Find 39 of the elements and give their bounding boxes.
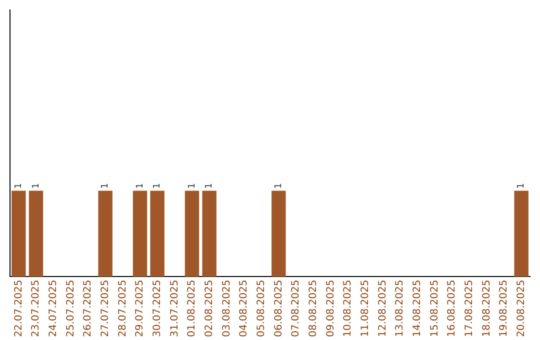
x-tick-label: 20.08.2025	[516, 280, 527, 338]
data-label: 1	[204, 182, 215, 189]
x-tick-label: 04.08.2025	[238, 280, 250, 338]
x-tick-label: 30.07.2025	[152, 280, 163, 338]
x-tick-label: 22.07.2025	[13, 280, 24, 338]
data-label: 1	[100, 182, 111, 189]
x-tick-label: 01.08.2025	[186, 280, 198, 338]
x-tick-label: 29.07.2025	[134, 280, 146, 338]
x-tick-label: 28.07.2025	[117, 280, 128, 338]
x-tick-label: 24.07.2025	[48, 280, 59, 338]
data-label: 1	[187, 182, 198, 189]
x-tick-label: 14.08.2025	[412, 280, 423, 338]
x-tick-label: 31.07.2025	[169, 280, 180, 338]
data-label: 1	[14, 182, 24, 189]
data-label: 1	[274, 182, 284, 189]
x-tick-label: 12.08.2025	[377, 280, 388, 338]
x-tick-label: 06.08.2025	[273, 280, 284, 338]
x-tick-label: 15.08.2025	[429, 280, 440, 338]
x-tick-label: 09.08.2025	[325, 280, 336, 338]
x-tick-label: 19.08.2025	[498, 280, 510, 338]
data-label: 1	[135, 182, 146, 189]
data-label: 1	[152, 182, 163, 189]
x-tick-label: 13.08.2025	[394, 280, 406, 338]
data-label: 1	[31, 182, 42, 189]
x-tick-label: 07.08.2025	[290, 280, 302, 338]
x-tick-label: 18.08.2025	[481, 280, 492, 338]
x-tick-label: 17.08.2025	[464, 280, 475, 338]
x-tick-label: 03.08.2025	[221, 280, 232, 338]
x-tick-label: 11.08.2025	[360, 280, 371, 338]
data-label: 1	[516, 182, 527, 189]
x-tick-label: 26.07.2025	[82, 280, 94, 338]
x-tick-label: 25.07.2025	[65, 280, 76, 338]
x-tick-label: 05.08.2025	[256, 280, 267, 338]
x-tick-label: 27.07.2025	[100, 280, 111, 338]
x-tick-label: 23.07.2025	[30, 280, 42, 338]
x-tick-label: 16.08.2025	[446, 280, 458, 338]
x-tick-label: 08.08.2025	[308, 280, 319, 338]
x-tick-label: 10.08.2025	[342, 280, 354, 338]
x-tick-label: 02.08.2025	[204, 280, 215, 338]
